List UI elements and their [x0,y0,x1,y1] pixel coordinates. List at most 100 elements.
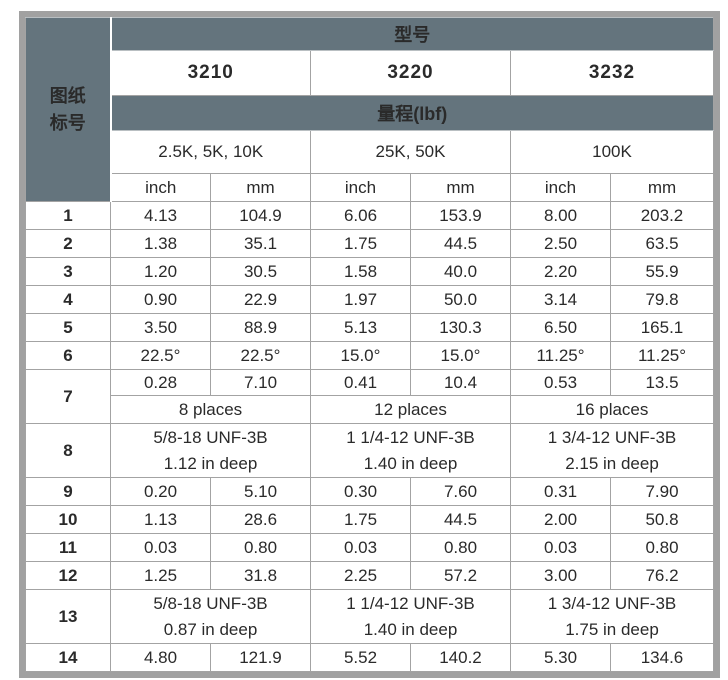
thread-spec-line1: 5/8-18 UNF-3B [153,428,268,447]
value-cell: 0.20 [110,477,211,506]
value-cell: 40.0 [410,257,511,286]
table-row: 1 4.13 104.9 6.06 153.9 8.00 203.2 [25,201,714,230]
value-cell: 3.50 [110,313,211,342]
value-cell: 76.2 [610,561,714,590]
table-row: 7 0.28 7.10 0.41 10.4 0.53 13.5 [25,369,714,424]
value-cell: 140.2 [410,643,511,672]
value-cell: 0.28 [110,369,211,396]
thread-spec-cell: 5/8-18 UNF-3B 0.87 in deep [110,589,311,644]
row-number-cell: 11 [25,533,111,562]
value-cell: 0.03 [110,533,211,562]
value-cell: 31.8 [210,561,311,590]
value-cell: 1.20 [110,257,211,286]
value-cell: 1.58 [310,257,411,286]
unit-header-inch: inch [110,173,211,202]
row-number-cell: 2 [25,229,111,258]
value-cell: 1.75 [310,229,411,258]
value-cell: 134.6 [610,643,714,672]
value-cell: 6.06 [310,201,411,230]
thread-spec-line2: 1.40 in deep [363,453,458,473]
value-cell: 10.4 [410,369,511,396]
table-row: 2 1.38 35.1 1.75 44.5 2.50 63.5 [25,229,714,258]
table-row: 3 1.20 30.5 1.58 40.0 2.20 55.9 [25,257,714,286]
header-row-range-title: 量程(lbf) [26,95,714,131]
value-cell: 15.0° [310,341,411,370]
value-cell: 5.52 [310,643,411,672]
value-cell: 7.90 [610,477,714,506]
thread-spec-cell: 5/8-18 UNF-3B 1.12 in deep [110,423,311,478]
value-cell: 13.5 [610,369,714,396]
value-cell: 0.03 [310,533,411,562]
value-cell: 0.41 [310,369,411,396]
table-row: 14 4.80 121.9 5.52 140.2 5.30 134.6 [25,643,714,672]
thread-spec-line2: 0.87 in deep [163,619,258,639]
value-cell: 121.9 [210,643,311,672]
value-cell: 0.90 [110,285,211,314]
drawing-number-header-line1: 图纸 [49,86,86,107]
value-cell: 0.80 [410,533,511,562]
thread-spec-line1: 1 1/4-12 UNF-3B [346,428,475,447]
value-cell: 3.14 [510,285,611,314]
value-cell: 104.9 [210,201,311,230]
value-cell: 2.50 [510,229,611,258]
thread-spec-cell: 1 3/4-12 UNF-3B 1.75 in deep [510,589,714,644]
value-cell: 79.8 [610,285,714,314]
table-row: 4 0.90 22.9 1.97 50.0 3.14 79.8 [25,285,714,314]
thread-spec-line1: 1 1/4-12 UNF-3B [346,594,475,613]
value-cell: 15.0° [410,341,511,370]
header-row-model-title: 图纸 标号 型号 [25,17,714,202]
range-cell-2: 25K, 50K [310,130,511,174]
value-cell: 130.3 [410,313,511,342]
thread-spec-line1: 1 3/4-12 UNF-3B [547,428,677,447]
value-cell: 22.5° [110,341,211,370]
table-row: 6 22.5° 22.5° 15.0° 15.0° 11.25° 11.25° [25,341,714,370]
value-cell: 153.9 [410,201,511,230]
places-note-cell: 8 places [110,395,311,424]
value-cell: 11.25° [510,341,611,370]
row-number-cell: 1 [25,201,111,230]
thread-spec-line2: 2.15 in deep [565,453,659,473]
row-number-cell: 13 [25,589,111,644]
value-cell: 165.1 [610,313,714,342]
value-cell: 88.9 [210,313,311,342]
unit-header-mm: mm [610,173,714,202]
table-row: 12 1.25 31.8 2.25 57.2 3.00 76.2 [25,561,714,590]
table-row: 13 5/8-18 UNF-3B 0.87 in deep 1 1/4-12 U… [25,589,714,644]
range-cell-1: 2.5K, 5K, 10K [110,130,311,174]
unit-header-inch: inch [510,173,611,202]
table-row: 11 0.03 0.80 0.03 0.80 0.03 0.80 [25,533,714,562]
table-row: 10 1.13 28.6 1.75 44.5 2.00 50.8 [25,505,714,534]
model-title-cell: 型号 [110,17,714,51]
table-row: 9 0.20 5.10 0.30 7.60 0.31 7.90 [25,477,714,506]
value-cell: 2.25 [310,561,411,590]
value-cell: 0.80 [610,533,714,562]
row-number-cell: 12 [25,561,111,590]
value-cell: 30.5 [210,257,311,286]
table-row: 8 5/8-18 UNF-3B 1.12 in deep 1 1/4-12 UN… [25,423,714,478]
places-note-cell: 16 places [510,395,714,424]
drawing-number-header: 图纸 标号 [25,17,112,202]
value-cell: 50.8 [610,505,714,534]
thread-spec-cell: 1 1/4-12 UNF-3B 1.40 in deep [310,589,511,644]
range-cell-3: 100K [510,130,714,174]
value-cell: 1.75 [310,505,411,534]
thread-spec-line2: 1.12 in deep [163,453,258,473]
value-cell: 57.2 [410,561,511,590]
header-row-units: inch mm inch mm inch mm [26,173,714,202]
value-cell: 8.00 [510,201,611,230]
row-number-cell: 5 [25,313,111,342]
value-cell: 3.00 [510,561,611,590]
value-cell: 6.50 [510,313,611,342]
unit-header-mm: mm [210,173,311,202]
value-cell: 2.20 [510,257,611,286]
thread-spec-cell: 1 3/4-12 UNF-3B 2.15 in deep [510,423,714,478]
row-number-cell: 10 [25,505,111,534]
value-cell: 44.5 [410,229,511,258]
row-number-cell: 7 [25,369,111,424]
thread-spec-line1: 1 3/4-12 UNF-3B [547,594,677,613]
value-cell: 44.5 [410,505,511,534]
value-cell: 0.80 [210,533,311,562]
range-title-cell: 量程(lbf) [110,95,714,131]
value-cell: 1.38 [110,229,211,258]
